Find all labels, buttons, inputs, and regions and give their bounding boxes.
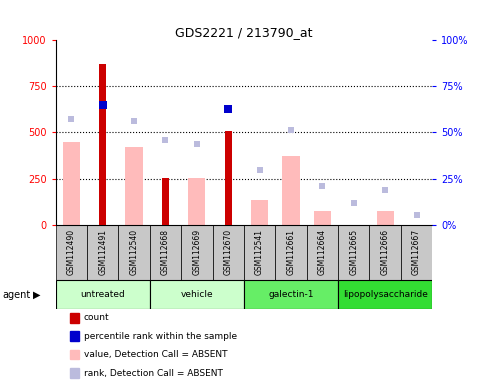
Bar bbox=[225, 131, 232, 225]
Bar bbox=[87, 225, 118, 280]
Bar bbox=[338, 225, 369, 280]
Bar bbox=[150, 225, 181, 280]
Text: GSM112665: GSM112665 bbox=[349, 229, 358, 275]
Text: GSM112664: GSM112664 bbox=[318, 229, 327, 275]
Text: GSM112666: GSM112666 bbox=[381, 229, 390, 275]
Bar bbox=[150, 280, 244, 309]
Bar bbox=[118, 225, 150, 280]
Bar bbox=[162, 178, 169, 225]
Bar bbox=[56, 225, 87, 280]
Text: ▶: ▶ bbox=[33, 290, 41, 300]
Text: galectin-1: galectin-1 bbox=[268, 290, 314, 299]
Text: GSM112669: GSM112669 bbox=[192, 229, 201, 275]
Bar bbox=[99, 64, 106, 225]
Bar bbox=[213, 225, 244, 280]
Text: GSM112667: GSM112667 bbox=[412, 229, 421, 275]
Bar bbox=[63, 142, 80, 225]
Title: GDS2221 / 213790_at: GDS2221 / 213790_at bbox=[175, 26, 313, 39]
Text: value, Detection Call = ABSENT: value, Detection Call = ABSENT bbox=[84, 350, 227, 359]
Text: rank, Detection Call = ABSENT: rank, Detection Call = ABSENT bbox=[84, 369, 223, 377]
Text: GSM112540: GSM112540 bbox=[129, 229, 139, 275]
Bar bbox=[56, 280, 150, 309]
Bar bbox=[251, 200, 268, 225]
Bar bbox=[283, 156, 299, 225]
Bar bbox=[126, 147, 142, 225]
Bar bbox=[338, 280, 432, 309]
Text: GSM112661: GSM112661 bbox=[286, 229, 296, 275]
Bar bbox=[244, 280, 338, 309]
Text: GSM112491: GSM112491 bbox=[98, 229, 107, 275]
Text: GSM112490: GSM112490 bbox=[67, 229, 76, 275]
Bar bbox=[181, 225, 213, 280]
Text: GSM112670: GSM112670 bbox=[224, 229, 233, 275]
Bar bbox=[188, 178, 205, 225]
Bar bbox=[369, 225, 401, 280]
Text: vehicle: vehicle bbox=[181, 290, 213, 299]
Bar bbox=[307, 225, 338, 280]
Text: untreated: untreated bbox=[80, 290, 125, 299]
Bar bbox=[244, 225, 275, 280]
Text: GSM112541: GSM112541 bbox=[255, 229, 264, 275]
Bar bbox=[275, 225, 307, 280]
Bar bbox=[401, 225, 432, 280]
Text: lipopolysaccharide: lipopolysaccharide bbox=[343, 290, 427, 299]
Bar bbox=[377, 211, 394, 225]
Bar bbox=[314, 211, 331, 225]
Text: percentile rank within the sample: percentile rank within the sample bbox=[84, 332, 237, 341]
Text: agent: agent bbox=[2, 290, 30, 300]
Text: count: count bbox=[84, 313, 109, 322]
Text: GSM112668: GSM112668 bbox=[161, 229, 170, 275]
